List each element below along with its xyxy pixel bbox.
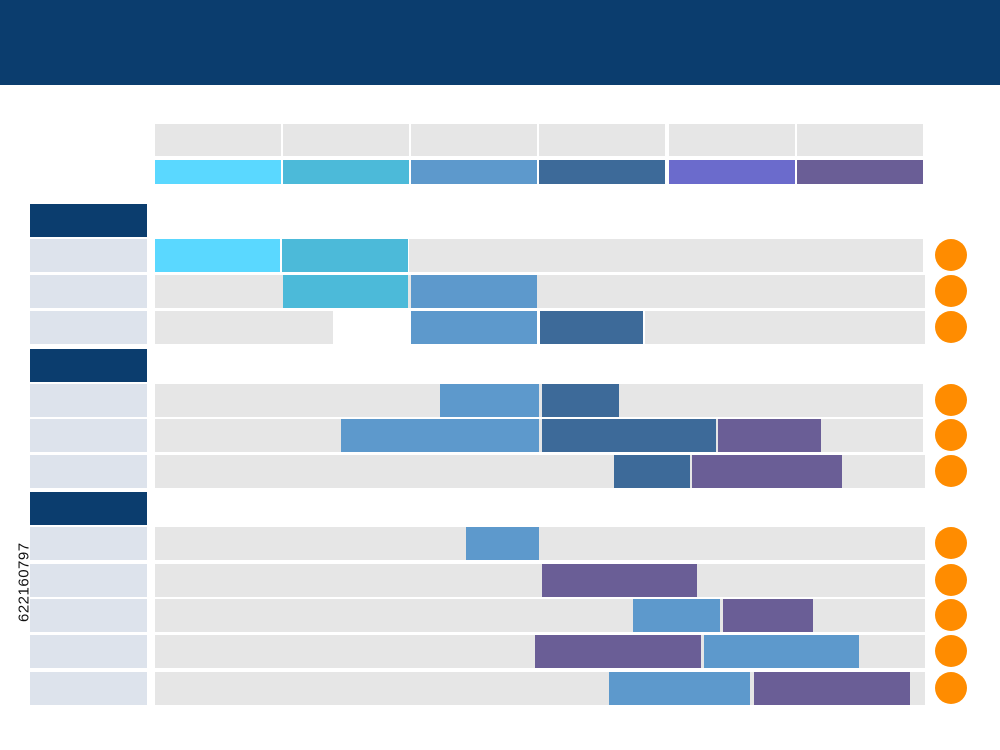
task-bar[interactable] [535,635,701,668]
task-bar[interactable] [542,419,716,452]
timeline-track [155,384,923,417]
task-bar[interactable] [155,239,280,272]
stock-id-text: 622160797 [15,542,33,622]
row-label [30,635,147,668]
task-bar[interactable] [754,672,910,705]
timeline-track [155,527,925,560]
timeline-track [409,239,923,272]
row-label [30,384,147,417]
timeline-track [155,564,925,597]
column-header [797,124,923,156]
row-label [30,455,147,488]
header-bar [0,0,1000,85]
task-bar[interactable] [609,672,750,705]
status-dot [935,384,967,416]
column-header [669,124,795,156]
row-label [30,419,147,452]
row-label [30,599,147,632]
task-bar[interactable] [704,635,859,668]
task-bar[interactable] [283,275,408,308]
row-label [30,672,147,705]
group-label [30,492,147,525]
task-bar[interactable] [542,564,697,597]
row-label [30,239,147,272]
task-bar[interactable] [341,419,539,452]
phase-color-swatch [411,160,537,184]
task-bar[interactable] [692,455,842,488]
task-bar[interactable] [411,311,537,344]
status-dot [935,275,967,307]
phase-color-swatch [283,160,409,184]
task-bar[interactable] [540,311,643,344]
task-bar[interactable] [466,527,539,560]
timeline-track [155,311,333,344]
phase-color-swatch [539,160,665,184]
phase-color-swatch [669,160,795,184]
column-header [539,124,665,156]
status-dot [935,599,967,631]
row-label [30,564,147,597]
task-bar[interactable] [723,599,813,632]
row-label [30,527,147,560]
group-label [30,204,147,237]
task-bar[interactable] [614,455,690,488]
task-bar[interactable] [718,419,821,452]
phase-color-swatch [797,160,923,184]
status-dot [935,635,967,667]
task-bar[interactable] [633,599,720,632]
status-dot [935,239,967,271]
status-dot [935,311,967,343]
timeline-track [155,275,925,308]
group-label [30,349,147,382]
row-label [30,311,147,344]
status-dot [935,527,967,559]
status-dot [935,455,967,487]
timeline-track [645,311,925,344]
status-dot [935,564,967,596]
task-bar[interactable] [542,384,619,417]
phase-color-swatch [155,160,281,184]
status-dot [935,419,967,451]
task-bar[interactable] [440,384,539,417]
row-label [30,275,147,308]
status-dot [935,672,967,704]
task-bar[interactable] [282,239,408,272]
column-header [155,124,281,156]
task-bar[interactable] [411,275,537,308]
column-header [283,124,409,156]
column-header [411,124,537,156]
